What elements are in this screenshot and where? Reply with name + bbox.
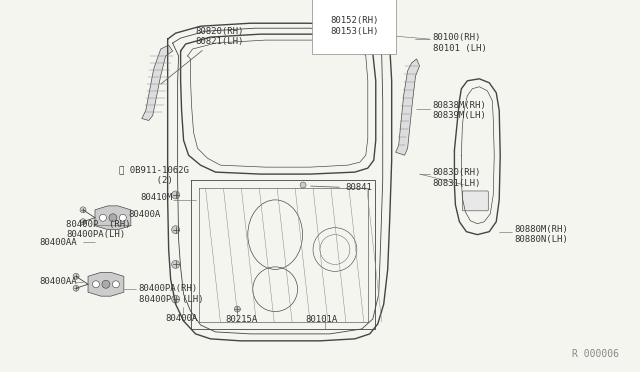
Circle shape [93, 281, 99, 288]
Text: 80400AA: 80400AA [39, 277, 77, 286]
Text: ⓝ 0B911-1062G
       (2): ⓝ 0B911-1062G (2) [119, 165, 189, 185]
Polygon shape [396, 59, 420, 155]
Circle shape [73, 285, 79, 291]
Text: 80400P  (RH)
80400PA(LH): 80400P (RH) 80400PA(LH) [66, 220, 131, 239]
Circle shape [73, 273, 79, 279]
Polygon shape [88, 272, 124, 296]
Text: 80100(RH)
80101 (LH): 80100(RH) 80101 (LH) [433, 33, 486, 52]
Polygon shape [142, 45, 173, 121]
Circle shape [80, 207, 86, 213]
Text: 80410M: 80410M [141, 193, 173, 202]
Circle shape [109, 214, 117, 222]
Circle shape [172, 295, 180, 303]
Circle shape [234, 306, 241, 312]
Circle shape [99, 214, 106, 221]
Circle shape [172, 191, 180, 199]
Text: 80880M(RH)
80880N(LH): 80880M(RH) 80880N(LH) [514, 225, 568, 244]
Text: 80841: 80841 [311, 183, 372, 192]
Text: 80838M(RH)
80839M(LH): 80838M(RH) 80839M(LH) [433, 101, 486, 120]
Text: 80820(RH)
80821(LH): 80820(RH) 80821(LH) [161, 27, 244, 84]
Text: 80830(RH)
80831(LH): 80830(RH) 80831(LH) [433, 168, 481, 187]
Text: 80400A: 80400A [129, 210, 161, 219]
Text: 80400PA(RH)
80400P  (LH): 80400PA(RH) 80400P (LH) [139, 284, 204, 304]
Text: 80400AA: 80400AA [39, 238, 77, 247]
Circle shape [113, 281, 120, 288]
Circle shape [172, 260, 180, 268]
Text: 80215A: 80215A [225, 315, 258, 324]
Circle shape [102, 280, 110, 288]
Circle shape [300, 182, 306, 188]
Polygon shape [95, 206, 131, 230]
FancyBboxPatch shape [462, 191, 488, 211]
Circle shape [172, 226, 180, 234]
Circle shape [120, 214, 126, 221]
Text: 80101A: 80101A [305, 315, 337, 324]
Text: 80400A: 80400A [166, 314, 198, 323]
Text: R 000006: R 000006 [572, 349, 619, 359]
Text: 80152(RH)
80153(LH): 80152(RH) 80153(LH) [330, 16, 378, 36]
Circle shape [80, 219, 86, 225]
